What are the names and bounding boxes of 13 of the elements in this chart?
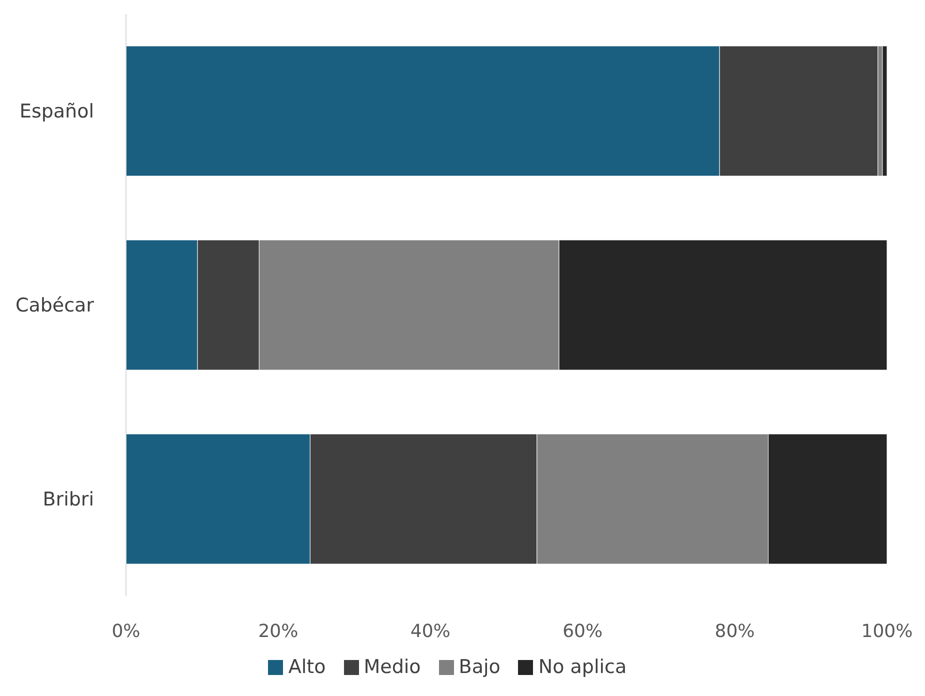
x-tick-label: 0%: [112, 620, 140, 642]
legend-label: Alto: [287, 656, 326, 678]
x-tick-label: 80%: [714, 620, 755, 642]
legend-label: Bajo: [458, 656, 500, 678]
y-tick-label: Español: [19, 100, 94, 123]
y-tick-label: Cabécar: [15, 294, 94, 317]
x-tick-label: 60%: [562, 620, 603, 642]
x-tick-label: 40%: [410, 620, 450, 642]
x-tick-label: 20%: [258, 620, 298, 642]
legend-label: Medio: [362, 656, 421, 678]
y-tick-label: Bribri: [42, 488, 94, 511]
legend-label: No aplica: [537, 656, 627, 678]
x-tick-label: 100%: [861, 620, 913, 642]
